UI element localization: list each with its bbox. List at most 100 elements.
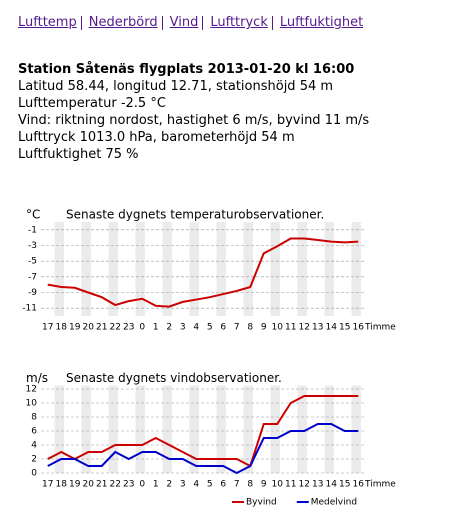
nav-link[interactable]: Vind — [169, 15, 199, 30]
x-tick-label: 5 — [207, 323, 213, 333]
x-tick-label: 5 — [207, 480, 213, 490]
column-band — [189, 385, 199, 473]
legend-label: Medelvind — [311, 498, 357, 508]
nav-link[interactable]: Nederbörd — [88, 15, 158, 30]
y-tick-label: -7 — [28, 272, 37, 282]
column-band — [297, 222, 307, 316]
station-line: Latitud 58.44, longitud 12.71, stationsh… — [18, 79, 334, 94]
y-tick-label: -3 — [28, 241, 37, 251]
nav-link[interactable]: Lufttemp — [18, 15, 77, 30]
x-tick-label: 7 — [234, 480, 240, 490]
x-tick-label: 19 — [69, 323, 81, 333]
x-tick-label: 19 — [69, 480, 81, 490]
x-tick-label: 6 — [220, 480, 226, 490]
chart-title: Senaste dygnets vindobservationer. — [66, 371, 282, 385]
x-tick-label: 21 — [96, 480, 107, 490]
x-tick-label: 1 — [153, 480, 159, 490]
column-band — [216, 385, 226, 473]
x-tick-label: 16 — [353, 480, 365, 490]
y-tick-label: 8 — [31, 413, 37, 423]
x-tick-label: 14 — [326, 480, 338, 490]
nav-link[interactable]: Lufttryck — [210, 15, 268, 30]
x-tick-label: 4 — [193, 323, 199, 333]
x-tick-label: 12 — [299, 323, 310, 333]
x-tick-label: 11 — [285, 480, 296, 490]
nav-link[interactable]: Luftfuktighet — [279, 15, 364, 30]
x-tick-label: 9 — [261, 480, 267, 490]
column-band — [108, 385, 118, 473]
x-tick-label: 4 — [193, 480, 199, 490]
x-tick-label: 23 — [123, 480, 134, 490]
nav: Lufttemp Nederbörd Vind Lufttryck Luftfuktig… — [18, 15, 363, 30]
x-tick-label: 1 — [153, 323, 159, 333]
column-band — [270, 222, 280, 316]
x-tick-label: 2 — [166, 480, 172, 490]
x-tick-label: 11 — [285, 323, 296, 333]
x-tick-label: 10 — [272, 480, 284, 490]
y-tick-label: -11 — [22, 304, 37, 314]
y-tick-label: -9 — [28, 288, 37, 298]
y-tick-label: 0 — [31, 469, 37, 479]
column-band — [135, 385, 145, 473]
column-band — [162, 385, 172, 473]
x-tick-label: 8 — [247, 480, 253, 490]
x-tick-label: 14 — [326, 323, 338, 333]
x-tick-label: 0 — [139, 480, 145, 490]
station-line: Lufttemperatur -2.5 °C — [18, 96, 166, 111]
y-tick-label: 12 — [26, 385, 37, 395]
x-tick-label: 18 — [56, 323, 68, 333]
column-band — [324, 385, 334, 473]
x-tick-label: 20 — [83, 480, 95, 490]
legend-label: Byvind — [246, 498, 277, 508]
x-tick-label: 3 — [180, 480, 186, 490]
x-tick-label: 16 — [353, 323, 365, 333]
x-tick-label: 13 — [312, 323, 323, 333]
y-tick-label: 6 — [31, 427, 37, 437]
x-tick-label: 12 — [299, 480, 310, 490]
column-band — [216, 222, 226, 316]
column-band — [108, 222, 118, 316]
x-tick-label: 8 — [247, 323, 253, 333]
y-tick-label: -5 — [28, 257, 37, 267]
column-band — [81, 222, 91, 316]
y-tick-label: 4 — [31, 441, 37, 451]
y-tick-label: -1 — [28, 225, 37, 235]
y-unit: m/s — [26, 371, 48, 385]
y-tick-label: 2 — [31, 455, 37, 465]
y-tick-label: 10 — [26, 399, 38, 409]
column-band — [54, 385, 64, 473]
x-axis-label: Timme — [364, 480, 396, 490]
column-band — [162, 222, 172, 316]
station-info: Station Såtenäs flygplats 2013-01-20 kl … — [18, 61, 369, 163]
x-tick-label: 3 — [180, 323, 186, 333]
x-tick-label: 17 — [42, 480, 53, 490]
station-title: Station Såtenäs flygplats 2013-01-20 kl … — [18, 62, 355, 77]
x-tick-label: 20 — [83, 323, 95, 333]
station-line: Vind: riktning nordost, hastighet 6 m/s,… — [18, 113, 370, 128]
x-tick-label: 9 — [261, 323, 267, 333]
x-tick-label: 17 — [42, 323, 53, 333]
x-tick-label: 7 — [234, 323, 240, 333]
column-band — [81, 385, 91, 473]
x-tick-label: 15 — [339, 480, 350, 490]
column-band — [243, 385, 253, 473]
column-band — [270, 385, 280, 473]
x-axis-label: Timme — [364, 323, 396, 333]
chart-title: Senaste dygnets temperaturobservationer. — [66, 208, 324, 222]
column-band — [135, 222, 145, 316]
column-band — [54, 222, 64, 316]
x-tick-label: 15 — [339, 323, 350, 333]
x-tick-label: 2 — [166, 323, 172, 333]
column-band — [297, 385, 307, 473]
y-unit: °C — [26, 208, 40, 222]
column-band — [351, 222, 361, 316]
x-tick-label: 22 — [110, 480, 121, 490]
column-band — [189, 222, 199, 316]
column-band — [324, 222, 334, 316]
x-tick-label: 13 — [312, 480, 323, 490]
column-band — [351, 385, 361, 473]
station-line: Luftfuktighet 75 % — [18, 147, 139, 162]
x-tick-label: 18 — [56, 480, 68, 490]
